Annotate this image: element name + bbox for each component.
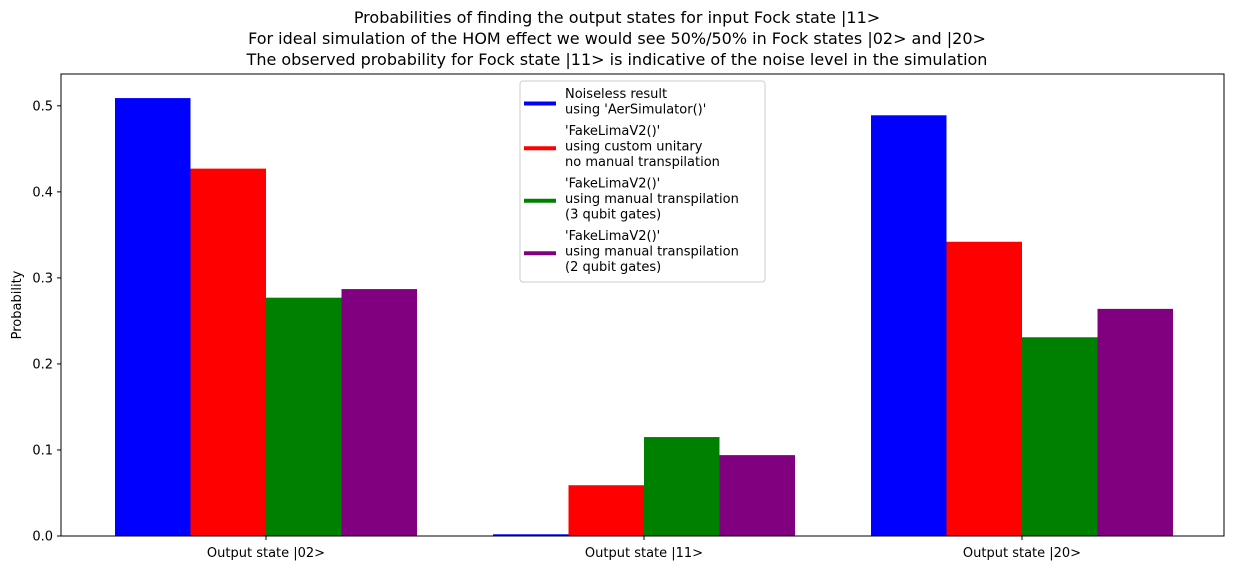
legend-label: (3 qubit gates) <box>565 208 661 223</box>
bars-group <box>115 98 1173 537</box>
legend-label: (2 qubit gates) <box>565 260 661 275</box>
bar <box>190 168 266 536</box>
bar <box>719 455 795 536</box>
y-tick-label: 0.2 <box>32 357 53 372</box>
bar <box>493 534 569 536</box>
x-tick-label: Output state |20> <box>963 546 1081 561</box>
legend-label: using 'AerSimulator()' <box>565 103 706 118</box>
bar <box>341 289 417 536</box>
y-tick-label: 0.0 <box>32 530 53 545</box>
legend: Noiseless result using 'AerSimulator()' '… <box>519 80 766 283</box>
legend-label: 'FakeLimaV2()' <box>565 124 660 139</box>
bar <box>568 485 644 536</box>
legend-label: Noiseless result <box>565 87 667 102</box>
y-tick-label: 0.3 <box>32 271 53 286</box>
chart-title: Probabilities of finding the output stat… <box>246 8 988 69</box>
legend-label: using manual transpilation <box>565 192 739 207</box>
y-tick-label: 0.5 <box>32 99 53 114</box>
bar <box>871 115 947 537</box>
plot-area-frame <box>60 73 1225 537</box>
y-tick-label: 0.4 <box>32 185 53 200</box>
chart-title-line: For ideal simulation of the HOM effect w… <box>248 29 986 48</box>
chart-title-line: Probabilities of finding the output stat… <box>354 8 880 27</box>
y-axis-label: Probability <box>10 270 25 339</box>
y-tick-label: 0.1 <box>32 443 53 458</box>
bar <box>1097 308 1173 536</box>
chart-title-line: The observed probability for Fock state … <box>246 50 988 69</box>
legend-label: using manual transpilation <box>565 245 739 260</box>
x-tick-label: Output state |11> <box>585 546 703 561</box>
bar <box>266 297 342 536</box>
x-tick-label: Output state |02> <box>207 546 325 561</box>
bar <box>644 437 720 536</box>
legend-label: no manual transpilation <box>565 155 720 170</box>
legend-label: using custom unitary <box>565 140 703 155</box>
legend-label: 'FakeLimaV2()' <box>565 229 660 244</box>
legend-box <box>519 80 766 283</box>
x-axis: Output state |02> Output state |11> Output… <box>207 536 1081 561</box>
y-axis: 0.0 0.1 0.2 0.3 0.4 0.5 <box>32 99 61 545</box>
legend-label: 'FakeLimaV2()' <box>565 177 660 192</box>
bar <box>115 98 191 536</box>
bar <box>946 241 1022 536</box>
bar <box>1022 337 1098 536</box>
